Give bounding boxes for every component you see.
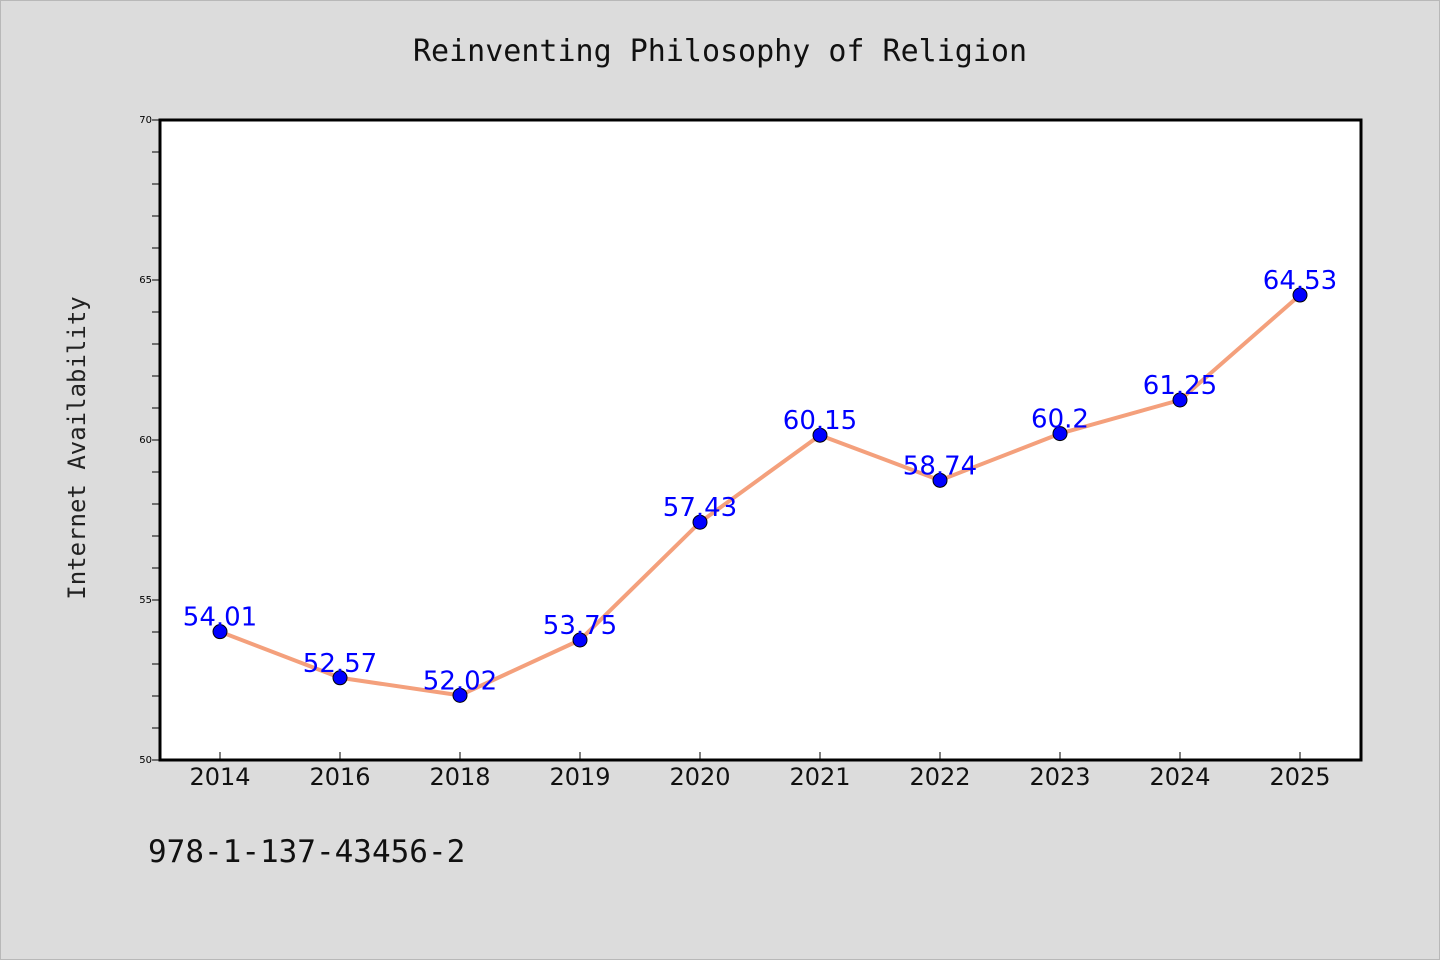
- x-tick-label: 2021: [789, 763, 850, 791]
- data-point: [812, 427, 828, 443]
- y-tick-label: 50: [139, 755, 152, 766]
- data-point: [452, 687, 468, 703]
- data-label: 58.74: [903, 451, 977, 481]
- data-label: 60.2: [1031, 405, 1089, 435]
- data-labels: 54.01 52.57 52.02 53.75 57.43 60.15 58.74 60.2 6…: [183, 266, 1337, 696]
- x-ticks: 2014 2016 2018 2019 2020 2021 2022 2023 2024 2025: [189, 752, 1331, 791]
- data-point: [1172, 392, 1188, 408]
- data-point: [1292, 287, 1308, 303]
- isbn-text: 978-1-137-43456-2: [148, 834, 466, 870]
- data-label: 52.57: [303, 649, 377, 679]
- y-tick-label: 55: [139, 595, 152, 606]
- series-line: [219, 293, 1302, 698]
- data-label: 54.01: [183, 603, 257, 633]
- x-tick-label: 2020: [669, 763, 730, 791]
- data-point: [692, 514, 708, 530]
- x-tick-label: 2019: [549, 763, 610, 791]
- data-label: 61.25: [1143, 371, 1217, 401]
- y-ticks: 50 55 60 65 70: [139, 115, 160, 766]
- series-markers: [212, 287, 1308, 703]
- data-label: 53.75: [543, 611, 617, 641]
- x-tick-label: 2025: [1269, 763, 1330, 791]
- data-label: 52.02: [423, 666, 497, 696]
- x-tick-label: 2018: [429, 763, 490, 791]
- data-point: [332, 670, 348, 686]
- data-point: [572, 632, 588, 648]
- x-tick-label: 2022: [909, 763, 970, 791]
- data-label: 60.15: [783, 406, 857, 436]
- data-point: [932, 472, 948, 488]
- data-label: 64.53: [1263, 266, 1337, 296]
- x-tick-label: 2014: [189, 763, 250, 791]
- data-point: [212, 624, 228, 640]
- x-tick-label: 2024: [1149, 763, 1210, 791]
- x-tick-label: 2023: [1029, 763, 1090, 791]
- plot-area: [158, 118, 1363, 762]
- y-tick-label: 60: [139, 435, 152, 446]
- x-tick-label: 2016: [309, 763, 370, 791]
- y-tick-label: 70: [139, 115, 152, 126]
- chart-title: Reinventing Philosophy of Religion: [412, 34, 1028, 69]
- y-tick-label: 65: [139, 275, 152, 286]
- data-label: 57.43: [663, 493, 737, 523]
- data-point: [1052, 426, 1068, 442]
